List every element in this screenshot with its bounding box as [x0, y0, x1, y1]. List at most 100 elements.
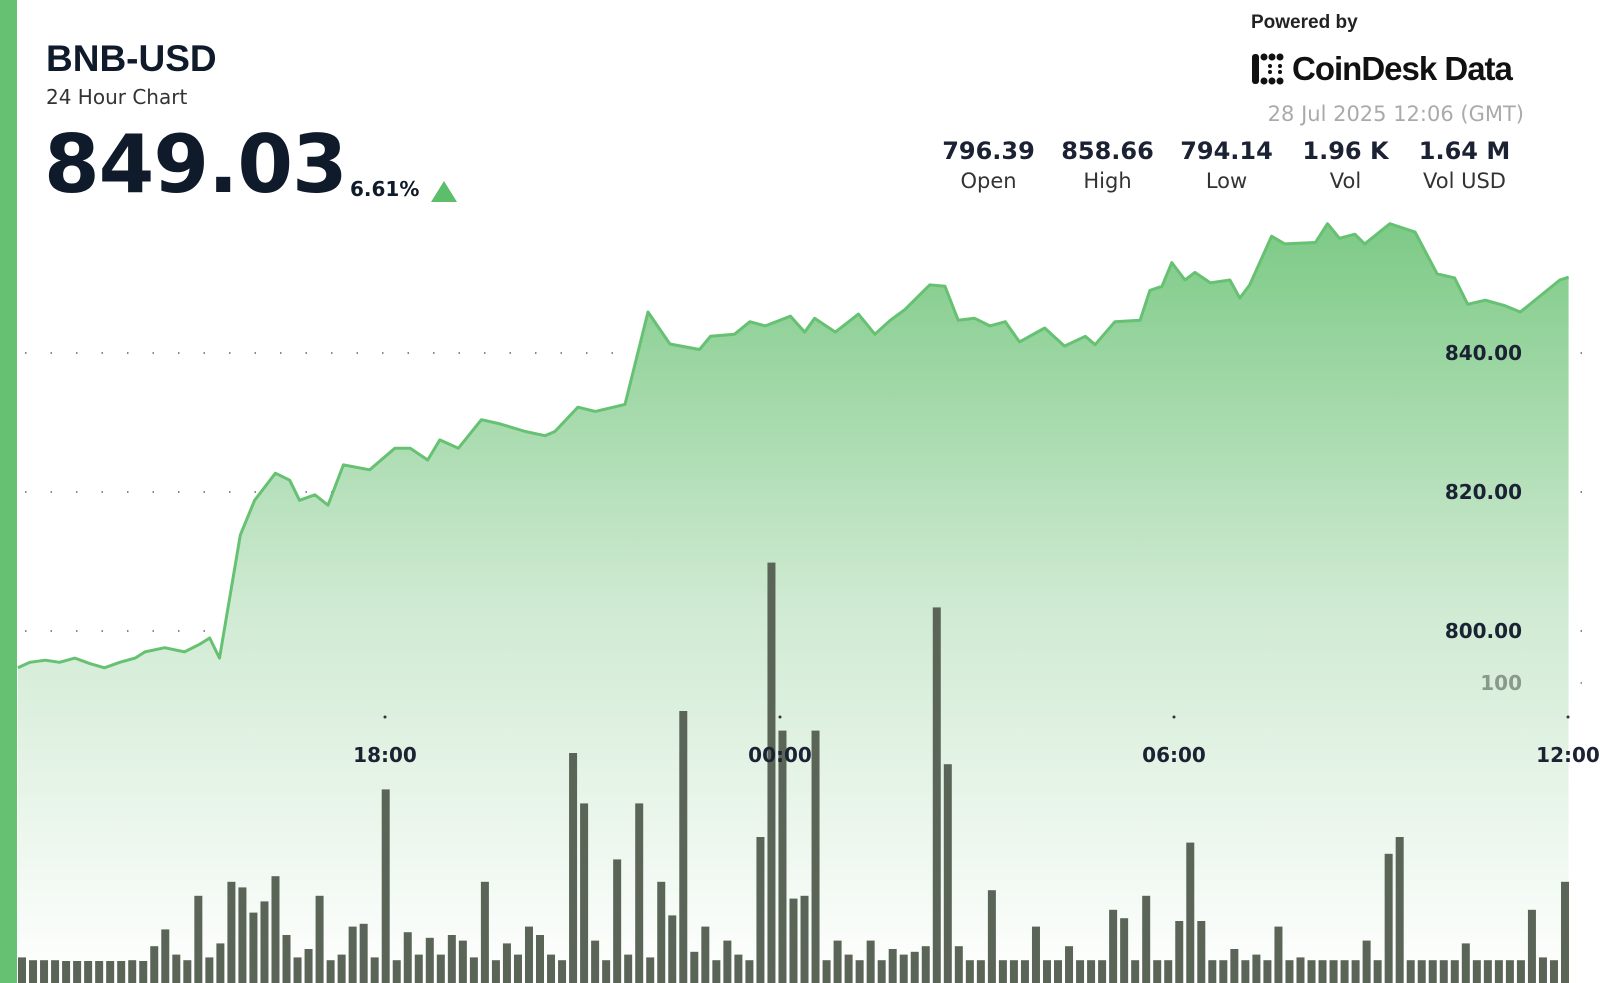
volume-bar — [778, 730, 787, 983]
volume-bar — [591, 940, 600, 983]
volume-bar — [789, 898, 798, 983]
volume-bar — [756, 837, 765, 983]
volume-bar — [1120, 918, 1129, 983]
volume-bar — [1472, 960, 1481, 983]
volume-bar — [745, 960, 754, 983]
volume-bar — [723, 940, 732, 983]
volume-bar — [51, 960, 60, 983]
volume-bar — [73, 961, 82, 983]
volume-bar — [1230, 949, 1239, 983]
volume-bar — [128, 960, 137, 983]
volume-bar — [1307, 960, 1316, 983]
volume-bar — [447, 935, 456, 983]
volume-bar — [18, 957, 26, 983]
volume-bar — [117, 961, 126, 983]
volume-bar — [1009, 960, 1018, 983]
volume-bar — [1340, 960, 1349, 983]
volume-bar — [1285, 960, 1294, 983]
volume-bar — [811, 730, 820, 983]
volume-bar — [403, 932, 412, 983]
volume-tick-label: 100 — [1480, 671, 1522, 695]
volume-bar — [293, 957, 302, 983]
volume-bar — [1329, 960, 1338, 983]
volume-bar — [1428, 960, 1437, 983]
volume-bar — [436, 954, 445, 983]
volume-bar — [271, 876, 280, 983]
volume-bar — [833, 940, 842, 983]
volume-bar — [95, 961, 104, 983]
volume-bar — [1318, 960, 1327, 983]
volume-bar — [161, 929, 170, 983]
volume-bar — [524, 926, 533, 983]
volume-bar — [767, 562, 776, 983]
volume-bar — [106, 961, 115, 983]
volume-bar — [1054, 960, 1063, 983]
volume-bar — [580, 803, 589, 983]
volume-bar — [701, 926, 710, 983]
volume-bar — [480, 881, 489, 983]
volume-bar — [734, 954, 743, 983]
x-tick-mark — [1172, 715, 1176, 719]
volume-bar — [172, 954, 181, 983]
x-tick-mark — [383, 715, 387, 719]
volume-bar — [1527, 909, 1536, 983]
volume-bar — [84, 961, 93, 983]
volume-bar — [624, 954, 633, 983]
volume-bar — [238, 887, 247, 983]
volume-bar — [657, 881, 666, 983]
coindesk-logo-icon — [1252, 53, 1284, 85]
volume-bar — [414, 954, 423, 983]
volume-bar — [1087, 960, 1096, 983]
volume-bar — [348, 926, 357, 983]
volume-bar — [888, 949, 897, 983]
volume-bar — [1351, 960, 1360, 983]
current-price: 849.03 — [44, 118, 348, 211]
volume-bar — [1483, 960, 1492, 983]
volume-bar — [932, 607, 941, 983]
up-arrow-icon — [431, 181, 457, 202]
volume-bar — [844, 954, 853, 983]
volume-bar — [337, 954, 346, 983]
volume-bar — [491, 960, 500, 983]
chart-subtitle: 24 Hour Chart — [46, 85, 188, 109]
volume-bar — [139, 961, 148, 983]
volume-bar — [1020, 960, 1029, 983]
volume-bar — [1241, 960, 1250, 983]
volume-bar — [1274, 926, 1283, 983]
volume-bar — [1042, 960, 1051, 983]
x-tick-mark — [778, 715, 782, 719]
price-tick-label: 840.00 — [1445, 341, 1522, 365]
volume-bar — [877, 960, 886, 983]
volume-bar — [1076, 960, 1085, 983]
volume-bar — [558, 960, 567, 983]
volume-bar — [536, 935, 545, 983]
volume-bar — [1450, 960, 1459, 983]
price-line — [17, 222, 1570, 670]
volume-bar — [183, 960, 192, 983]
volume-bar — [1065, 946, 1074, 983]
volume-bar — [954, 946, 963, 983]
volume-bar — [800, 895, 809, 983]
volume-bar — [1109, 909, 1118, 983]
volume-bar — [1439, 960, 1448, 983]
volume-bar — [822, 960, 831, 983]
volume-bar — [1263, 960, 1272, 983]
volume-bar — [392, 960, 401, 983]
volume-bar — [1395, 837, 1404, 983]
time-tick-label: 00:00 — [748, 743, 812, 767]
stat-low: 794.14 Low — [1180, 137, 1273, 193]
volume-bar — [326, 960, 335, 983]
volume-bar — [194, 895, 203, 983]
stat-high: 858.66 High — [1061, 137, 1154, 193]
logo-text: CoinDesk Data — [1292, 50, 1513, 87]
stat-open: 796.39 Open — [942, 137, 1035, 193]
price-tick-label: 820.00 — [1445, 480, 1522, 504]
volume-bar — [668, 915, 677, 983]
volume-bar — [646, 957, 655, 983]
volume-bar — [458, 940, 467, 983]
volume-bar — [965, 960, 974, 983]
volume-bar — [1561, 881, 1569, 983]
volume-bar — [370, 957, 379, 983]
volume-bar — [1549, 960, 1558, 983]
